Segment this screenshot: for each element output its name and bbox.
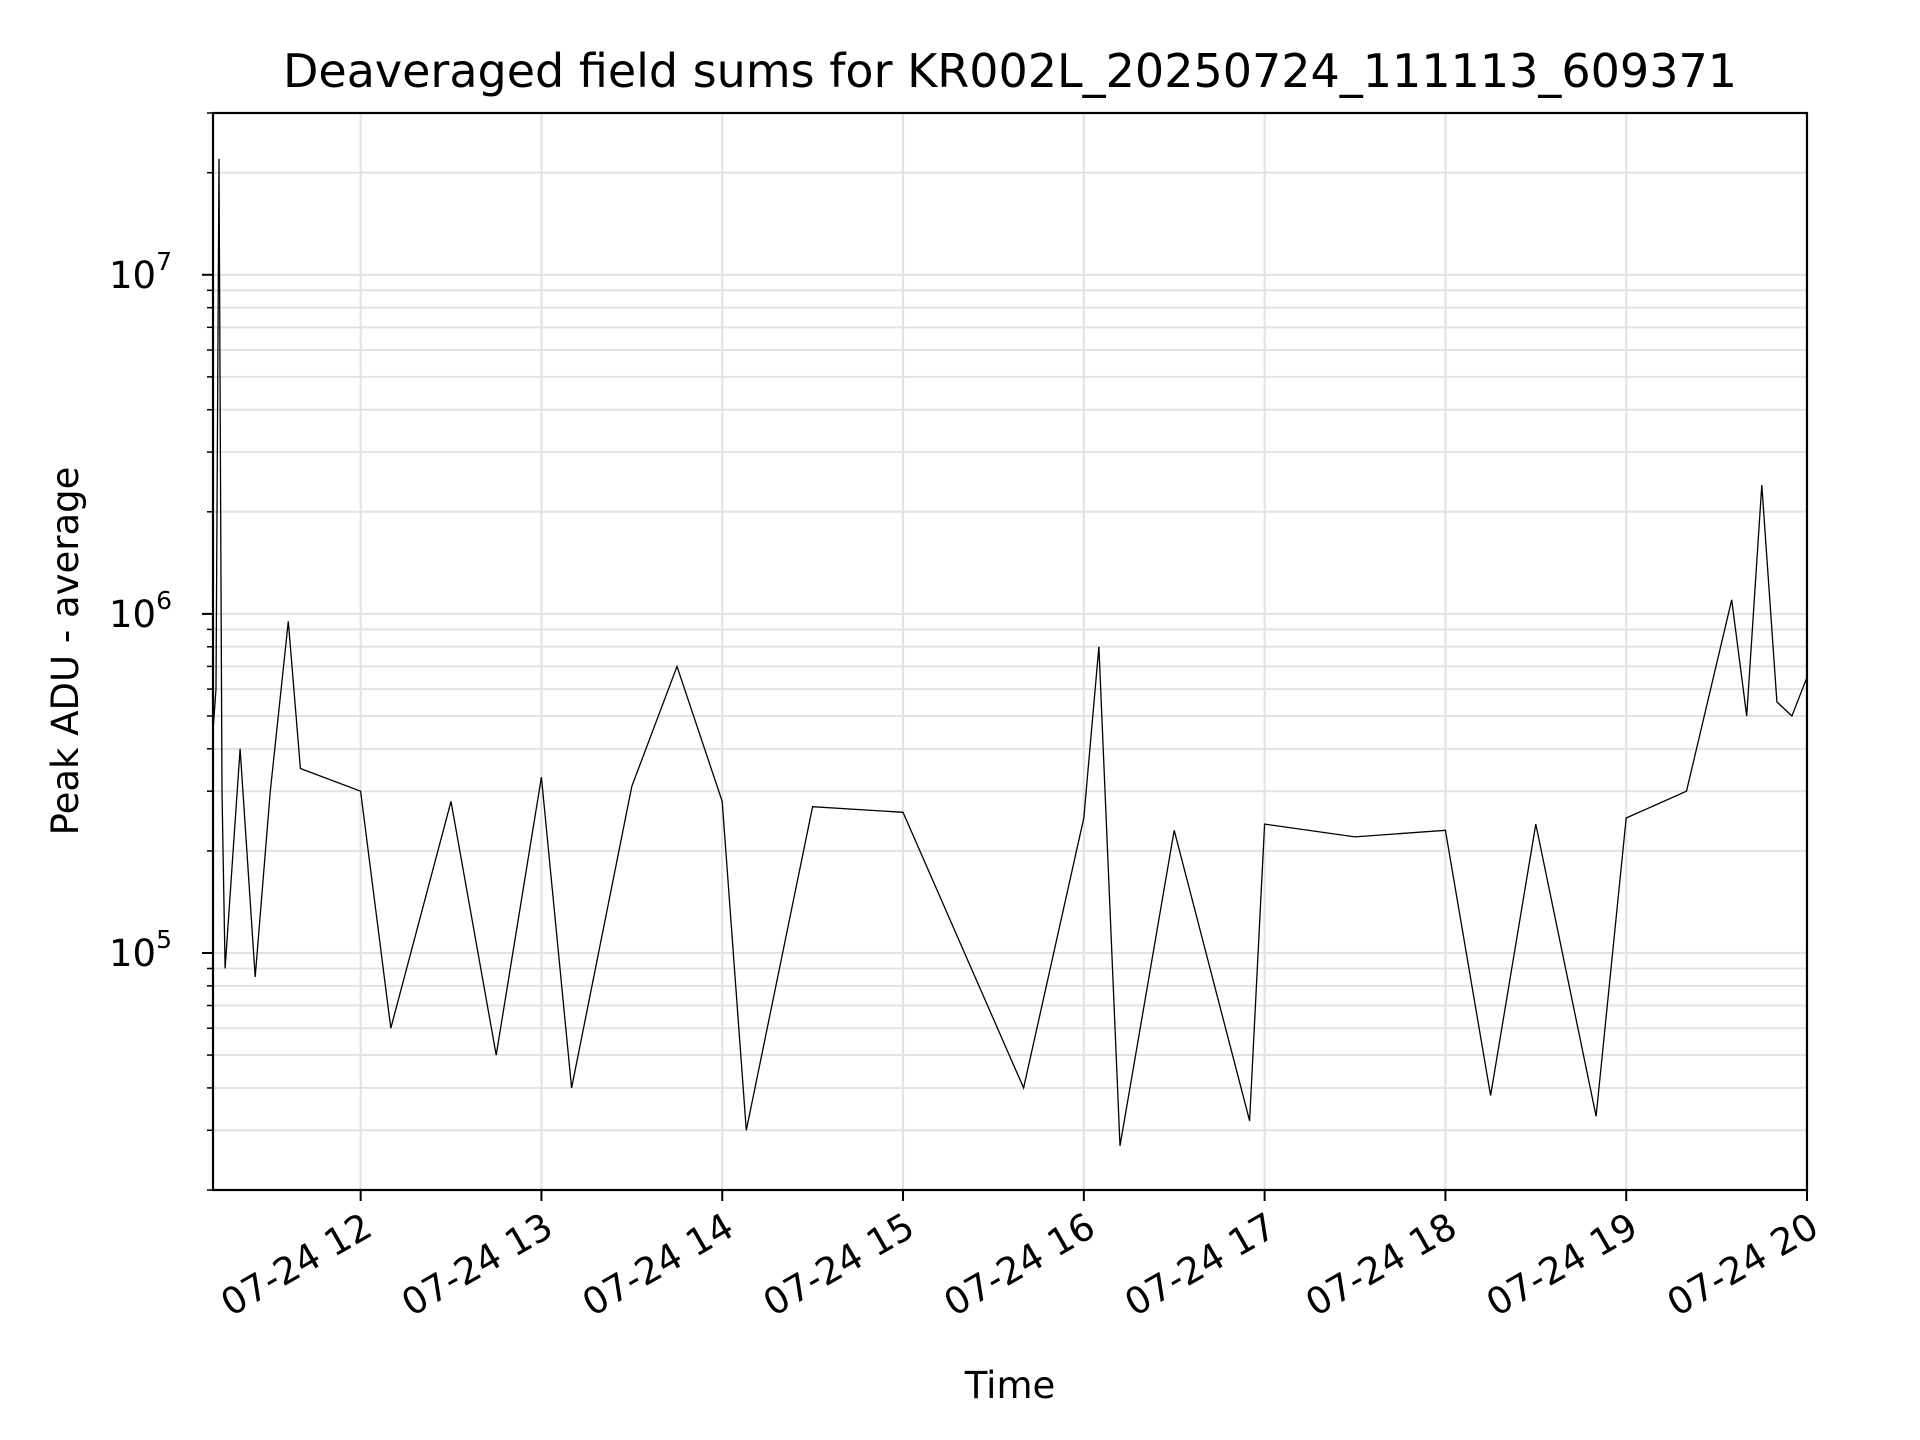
y-tick-label: 105 [109,925,172,975]
y-axis-ticks: 105 106 107 [109,112,213,1191]
y-tick-label: 106 [109,586,172,636]
series-line [212,158,1808,1146]
x-axis-label: Time [964,1364,1056,1407]
plot-frame [211,111,1809,1192]
y-tick-label: 107 [109,247,172,297]
chart-title: Deaveraged field sums for KR002L_2025072… [283,44,1737,98]
y-axis-label: Peak ADU - average [44,467,87,836]
